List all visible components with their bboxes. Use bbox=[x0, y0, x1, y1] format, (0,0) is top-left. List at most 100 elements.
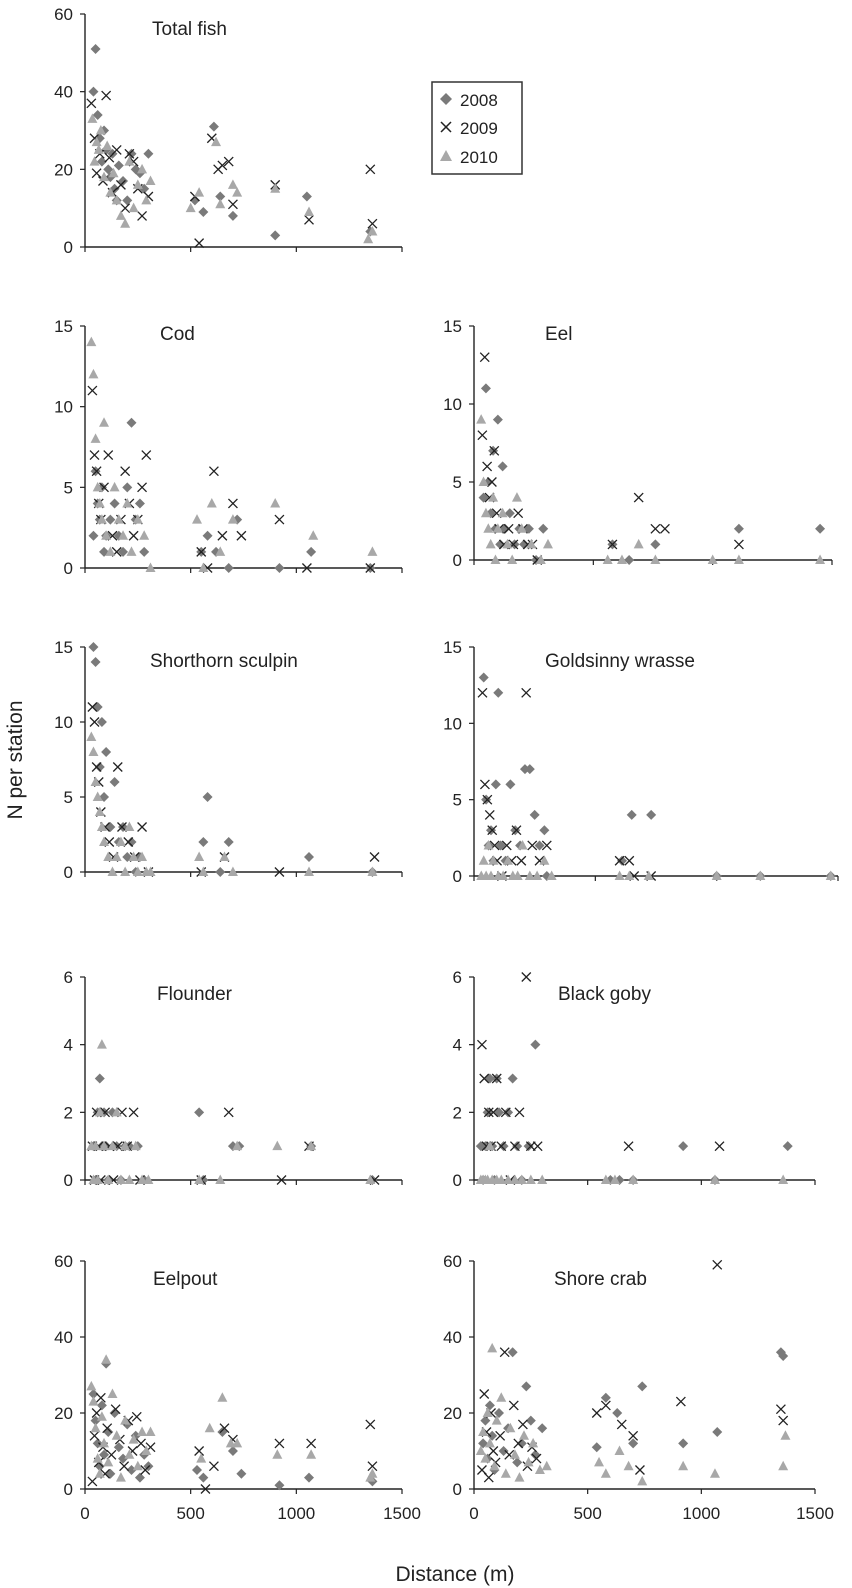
point-2010 bbox=[225, 1437, 236, 1448]
point-2008 bbox=[478, 1438, 489, 1449]
point-2010 bbox=[90, 776, 101, 786]
point-2010 bbox=[517, 839, 528, 850]
point-2008 bbox=[478, 672, 489, 683]
point-2009 bbox=[775, 1404, 786, 1415]
point-2008 bbox=[778, 1351, 789, 1361]
x-tick-label: 500 bbox=[176, 1504, 204, 1523]
point-2008 bbox=[493, 687, 504, 698]
point-2008 bbox=[143, 148, 154, 159]
point-2010 bbox=[128, 851, 139, 861]
point-2010 bbox=[485, 870, 496, 880]
point-2010 bbox=[94, 1106, 105, 1117]
point-2009 bbox=[87, 385, 98, 396]
panel-title: Total fish bbox=[152, 19, 227, 40]
point-2008 bbox=[510, 825, 521, 836]
point-2008 bbox=[92, 109, 103, 120]
point-2010 bbox=[272, 1449, 283, 1459]
point-2010 bbox=[532, 870, 543, 880]
point-2010 bbox=[120, 1415, 131, 1425]
point-2010 bbox=[92, 791, 103, 801]
y-tick-label: 0 bbox=[453, 1480, 462, 1499]
point-2010 bbox=[115, 1174, 126, 1184]
point-2008 bbox=[274, 563, 285, 573]
point-2010 bbox=[509, 1174, 520, 1184]
point-2009 bbox=[89, 450, 100, 461]
point-2010 bbox=[124, 156, 135, 166]
point-2009 bbox=[499, 1347, 510, 1358]
point-2008 bbox=[478, 492, 489, 503]
point-2010 bbox=[488, 855, 499, 865]
point-2010 bbox=[132, 1460, 143, 1471]
point-2009 bbox=[365, 164, 376, 175]
point-2010 bbox=[637, 1475, 648, 1486]
legend-cross-marker bbox=[440, 121, 452, 133]
legend: 2008 2009 2010 bbox=[431, 81, 523, 175]
y-tick-label: 15 bbox=[443, 638, 462, 657]
point-2008 bbox=[624, 555, 635, 565]
point-2009 bbox=[227, 498, 238, 509]
point-2009 bbox=[110, 1404, 121, 1415]
point-2010 bbox=[600, 1468, 611, 1478]
point-2009 bbox=[616, 1419, 627, 1430]
point-2010 bbox=[490, 554, 501, 564]
point-2009 bbox=[516, 855, 527, 866]
point-2010 bbox=[497, 507, 508, 518]
y-tick-label: 6 bbox=[64, 968, 73, 987]
y-tick-label: 0 bbox=[453, 551, 462, 570]
point-2010 bbox=[367, 546, 378, 556]
point-2010 bbox=[126, 546, 137, 556]
point-2010 bbox=[503, 1174, 514, 1184]
point-2008 bbox=[505, 779, 516, 790]
panel-title: Cod bbox=[160, 324, 195, 345]
point-2010 bbox=[478, 855, 489, 865]
point-2010 bbox=[99, 1140, 110, 1151]
y-tick-label: 5 bbox=[64, 788, 73, 807]
point-2009 bbox=[623, 1141, 634, 1152]
point-2010 bbox=[111, 1430, 122, 1440]
point-2010 bbox=[232, 1140, 243, 1151]
y-tick-label: 20 bbox=[54, 160, 73, 179]
point-2010 bbox=[516, 523, 527, 533]
point-2008 bbox=[509, 539, 520, 550]
point-2008 bbox=[484, 1400, 495, 1411]
point-2009 bbox=[274, 1438, 285, 1449]
point-2008 bbox=[538, 523, 549, 534]
point-2008 bbox=[530, 1039, 541, 1050]
point-2009 bbox=[508, 1400, 519, 1411]
point-2010 bbox=[115, 210, 126, 220]
point-2009 bbox=[200, 1484, 211, 1494]
point-2010 bbox=[505, 1422, 516, 1433]
point-2010 bbox=[141, 1445, 152, 1455]
panel-title: Flounder bbox=[157, 984, 233, 1005]
point-2008 bbox=[304, 852, 315, 862]
point-2008 bbox=[495, 539, 506, 550]
point-2010 bbox=[489, 1460, 500, 1471]
point-2010 bbox=[609, 1174, 620, 1184]
point-2009 bbox=[141, 450, 152, 461]
point-2008 bbox=[612, 1408, 623, 1418]
point-2008 bbox=[126, 837, 137, 847]
point-2010 bbox=[516, 1174, 527, 1184]
point-2009 bbox=[484, 809, 495, 820]
point-2009 bbox=[591, 1408, 602, 1418]
point-2010 bbox=[107, 1388, 118, 1398]
point-2010 bbox=[120, 218, 131, 228]
point-2008 bbox=[215, 867, 226, 877]
point-2009 bbox=[301, 563, 312, 573]
point-2008 bbox=[487, 1430, 498, 1441]
point-2010 bbox=[103, 851, 114, 861]
point-2008 bbox=[113, 1442, 124, 1453]
point-2009 bbox=[208, 1461, 219, 1472]
point-2009 bbox=[541, 840, 552, 851]
point-2010 bbox=[650, 554, 661, 564]
y-tick-label: 0 bbox=[64, 1171, 73, 1190]
point-2010 bbox=[496, 1174, 507, 1184]
point-2008 bbox=[733, 523, 744, 534]
point-2008 bbox=[126, 148, 137, 159]
point-2010 bbox=[482, 1407, 493, 1417]
point-2010 bbox=[88, 746, 99, 756]
y-tick-label: 10 bbox=[443, 714, 462, 733]
point-2008 bbox=[539, 825, 550, 836]
point-2008 bbox=[103, 164, 114, 175]
point-2008 bbox=[600, 1392, 611, 1403]
